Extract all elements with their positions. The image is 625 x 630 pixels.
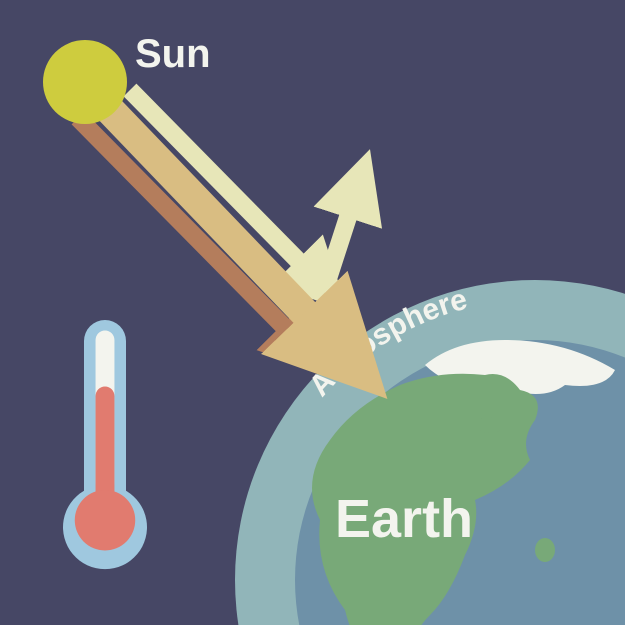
thermometer-icon	[63, 320, 147, 569]
diagram-svg: Atmosphere	[0, 0, 625, 625]
reflected-arrow	[325, 180, 360, 288]
incoming2-arrow	[108, 108, 350, 360]
sun-icon	[43, 40, 127, 124]
earth-label: Earth	[335, 488, 473, 550]
diagram-canvas: Atmosphere Sun Earth	[0, 0, 625, 625]
sun-label: Sun	[135, 32, 211, 77]
